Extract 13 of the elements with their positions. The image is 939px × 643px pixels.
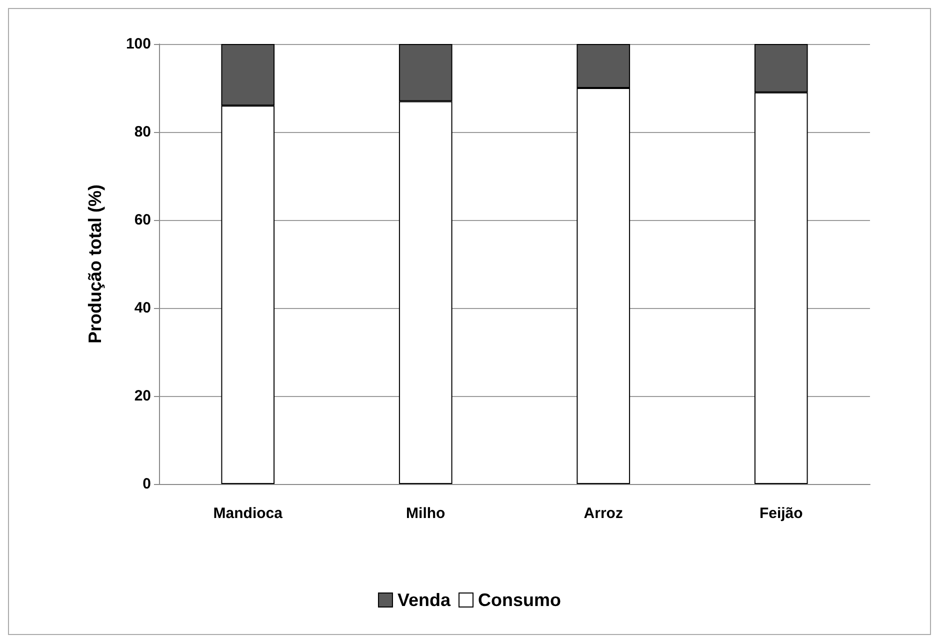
y-tick-label: 20 xyxy=(134,388,151,404)
legend-label: Consumo xyxy=(478,590,562,610)
y-tick-label: 80 xyxy=(134,124,151,140)
legend-label: Venda xyxy=(397,590,452,610)
x-tick-label: Mandioca xyxy=(213,505,284,522)
x-tick-label: Feijão xyxy=(759,505,803,522)
y-tick-label: 60 xyxy=(134,212,151,228)
x-tick-label: Arroz xyxy=(584,505,623,522)
y-tick-label: 40 xyxy=(134,300,151,316)
y-axis-title: Produção total (%) xyxy=(85,184,105,344)
y-tick-label: 100 xyxy=(126,36,151,52)
y-tick-label: 0 xyxy=(142,476,151,492)
x-tick-label: Milho xyxy=(406,505,446,522)
